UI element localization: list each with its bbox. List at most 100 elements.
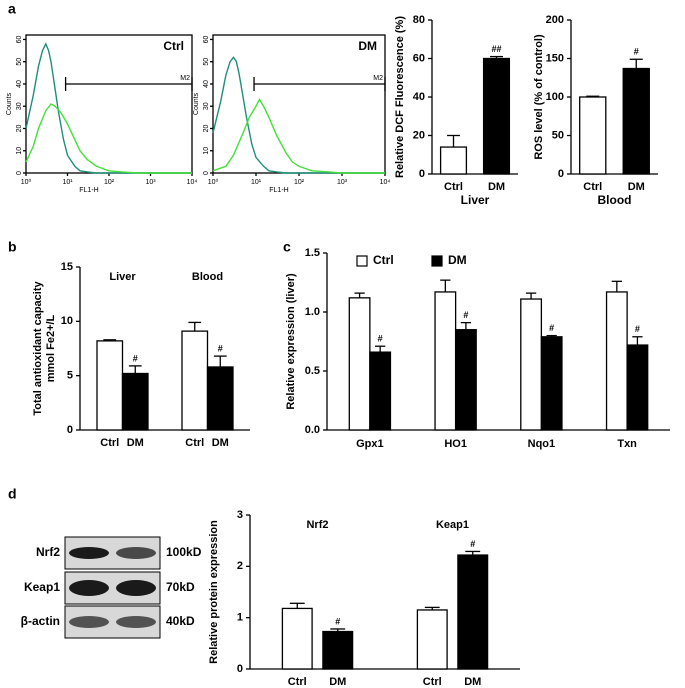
- y-axis-label: Counts: [193, 92, 200, 115]
- significance: #: [463, 310, 468, 320]
- y-axis-label: Relative protein expression: [208, 520, 220, 664]
- significance: #: [378, 334, 383, 344]
- gate-label: M2: [373, 75, 383, 82]
- significance: #: [335, 616, 340, 626]
- bar: [96, 340, 124, 431]
- bar: [579, 96, 607, 175]
- group-label: Txn: [617, 438, 637, 450]
- bar: [206, 366, 234, 431]
- significance: #: [218, 343, 223, 353]
- y-tick-label: 60: [203, 35, 210, 43]
- y-tick-label: 20: [203, 124, 210, 132]
- blot-band: [116, 616, 156, 628]
- x-tick-label: Ctrl: [100, 437, 119, 449]
- x-tick-label: Ctrl: [288, 676, 307, 688]
- x-tick-label: 10⁰: [208, 178, 219, 186]
- y-tick-label: 0.5: [305, 365, 320, 377]
- y-tick-label: 0.0: [305, 424, 320, 436]
- blot-label: Nrf2: [36, 545, 60, 559]
- bar: [482, 57, 511, 175]
- group-label: HO1: [444, 438, 467, 450]
- y-tick-label: 30: [203, 102, 210, 110]
- significance: #: [133, 353, 138, 363]
- x-tick-label: DM: [127, 437, 144, 449]
- x-tick-label: 10¹: [251, 179, 262, 186]
- x-tick-label: 10⁰: [21, 178, 32, 186]
- blot-band: [69, 580, 109, 596]
- blot-band: [116, 547, 156, 559]
- y-axis-label: Counts: [6, 92, 13, 115]
- y-tick-label: 40: [413, 91, 425, 103]
- histogram-line: [25, 103, 192, 174]
- y-tick-label: 40: [16, 80, 23, 88]
- histogram-line: [212, 56, 385, 174]
- y-tick-label: 1.5: [305, 247, 320, 259]
- blot-size: 100kD: [166, 545, 202, 559]
- y-axis-label: mmol Fe2+/L: [45, 314, 57, 382]
- group-label: Blood: [192, 271, 223, 283]
- blot-band: [69, 616, 109, 628]
- y-axis-label: Total antioxidant capacity: [32, 280, 44, 415]
- plot-title: DM: [358, 39, 377, 53]
- bar: [322, 630, 354, 670]
- x-tick-label: DM: [212, 437, 229, 449]
- gate-label: M2: [180, 75, 190, 82]
- y-tick-label: 0: [419, 168, 425, 180]
- significance: #: [634, 47, 639, 57]
- y-tick-label: 200: [546, 14, 564, 26]
- significance: #: [549, 323, 554, 333]
- bar: [181, 330, 209, 431]
- legend-swatch: [356, 255, 368, 267]
- blot-label: β-actin: [21, 614, 60, 628]
- x-axis-label: Blood: [598, 193, 632, 207]
- x-tick-label: 10⁴: [187, 179, 198, 186]
- bar: [622, 67, 650, 175]
- x-axis-label: FL1-H: [79, 187, 98, 194]
- y-tick-label: 20: [413, 129, 425, 141]
- y-axis-label: Relative expression (liver): [285, 273, 297, 410]
- y-tick-label: 0: [16, 171, 23, 175]
- y-tick-label: 80: [413, 14, 425, 26]
- blot-band: [116, 580, 156, 596]
- y-tick-label: 5: [67, 370, 73, 382]
- y-tick-label: 15: [61, 261, 73, 273]
- significance: #: [470, 539, 475, 549]
- y-tick-label: 10: [203, 147, 210, 155]
- group-label: Nqo1: [528, 438, 556, 450]
- x-tick-label: DM: [464, 676, 481, 688]
- bar: [434, 291, 457, 431]
- x-tick-label: 10²: [104, 179, 115, 186]
- panel-label: b: [8, 239, 17, 255]
- legend-swatch: [431, 255, 443, 267]
- x-axis-label: Liver: [461, 193, 490, 207]
- y-tick-label: 0: [67, 424, 73, 436]
- bar: [454, 329, 477, 431]
- bar: [416, 609, 448, 670]
- bar: [281, 607, 313, 670]
- histogram-line: [25, 42, 192, 174]
- y-tick-label: 0: [558, 168, 564, 180]
- bar: [626, 344, 649, 431]
- bar: [520, 298, 543, 431]
- y-tick-label: 50: [203, 58, 210, 66]
- y-tick-label: 30: [16, 102, 23, 110]
- group-label: Gpx1: [356, 438, 384, 450]
- x-tick-label: DM: [628, 181, 645, 193]
- bar: [605, 291, 628, 431]
- legend-label: Ctrl: [373, 253, 394, 267]
- plot-frame: [212, 34, 386, 174]
- bar: [439, 146, 468, 175]
- blot-band: [69, 547, 109, 559]
- y-tick-label: 150: [546, 52, 564, 64]
- group-label: Nrf2: [306, 519, 328, 531]
- significance: ##: [491, 44, 501, 54]
- panel-label: d: [8, 486, 17, 502]
- y-tick-label: 2: [237, 560, 243, 572]
- y-tick-label: 60: [413, 52, 425, 64]
- x-tick-label: 10⁴: [380, 179, 391, 186]
- x-tick-label: Ctrl: [423, 676, 442, 688]
- bar: [369, 351, 392, 431]
- x-tick-label: DM: [329, 676, 346, 688]
- bar: [457, 554, 489, 670]
